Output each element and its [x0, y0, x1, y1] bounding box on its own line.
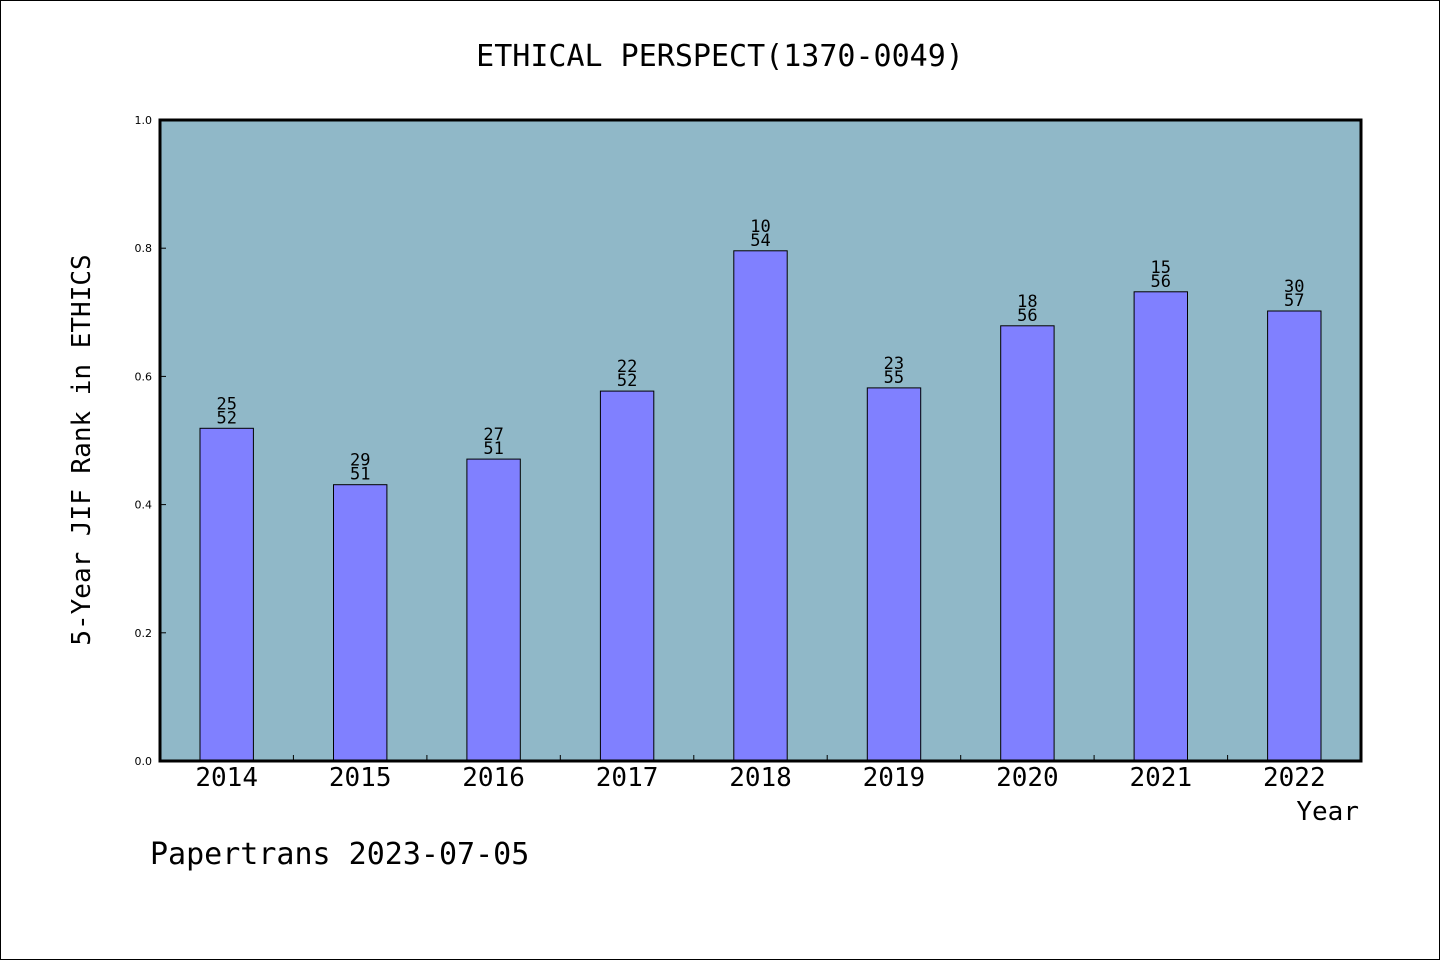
rank-label-2014: 25	[216, 394, 236, 414]
x-tick-label-2014: 2014	[195, 763, 258, 793]
y-tick-label: 1.0	[135, 114, 153, 127]
footer-credit: Papertrans 2023-07-05	[150, 837, 529, 872]
rank-label-2016: 27	[483, 425, 503, 445]
bar-2014	[199, 427, 254, 762]
x-tick-label-2022: 2022	[1263, 763, 1326, 793]
y-tick-label: 0.4	[135, 499, 153, 512]
total-label-2020: 56	[1017, 306, 1037, 326]
x-tick-label-2021: 2021	[1129, 763, 1192, 793]
bar-2022	[1267, 310, 1322, 762]
y-tick-label: 0.8	[135, 242, 153, 255]
bar-2019	[866, 387, 922, 762]
total-label-2014: 52	[216, 408, 236, 428]
total-label-2018: 54	[750, 231, 770, 251]
x-axis-label: Year	[1296, 797, 1359, 827]
rank-label-2022: 30	[1284, 277, 1304, 297]
x-tick-label-2017: 2017	[596, 763, 659, 793]
x-tick-label-2020: 2020	[996, 763, 1059, 793]
bar-2015	[333, 484, 388, 762]
total-label-2019: 55	[884, 368, 904, 388]
plot-border	[158, 118, 1363, 763]
chart-title: ETHICAL PERSPECT(1370-0049)	[476, 39, 964, 74]
y-tick-label: 0.6	[135, 370, 153, 383]
bar-2020	[1000, 325, 1055, 762]
bar-2018	[733, 250, 788, 762]
total-label-2016: 51	[483, 439, 503, 459]
x-tick-label-2019: 2019	[863, 763, 926, 793]
y-axis-label: 5-Year JIF Rank in ETHICS	[67, 254, 97, 645]
total-label-2021: 56	[1151, 272, 1171, 292]
y-tick-label: 0.0	[135, 755, 153, 768]
x-axis-ticks: 2014 2015 2016 2017 2018 2019 2020 2021 2022	[195, 755, 1326, 793]
bars-group	[199, 250, 1322, 762]
rank-label-2019: 23	[884, 354, 904, 374]
bar-2017	[599, 390, 655, 762]
x-tick-label-2016: 2016	[462, 763, 525, 793]
total-label-2017: 52	[617, 371, 637, 391]
rank-label-2020: 18	[1017, 292, 1037, 312]
bar-2021	[1133, 291, 1188, 762]
bar-2016	[466, 458, 521, 762]
x-tick-label-2015: 2015	[329, 763, 392, 793]
total-label-2015: 51	[350, 465, 370, 485]
total-label-2022: 57	[1284, 291, 1304, 311]
rank-label-2018: 10	[750, 217, 770, 237]
y-tick-label: 0.2	[135, 627, 153, 640]
rank-label-2015: 29	[350, 451, 370, 471]
x-tick-label-2018: 2018	[729, 763, 792, 793]
rank-label-2021: 15	[1151, 258, 1171, 278]
rank-label-2017: 22	[617, 357, 637, 377]
y-axis-ticks: 0.0 0.2 0.4 0.6 0.8 1.0	[135, 114, 166, 768]
